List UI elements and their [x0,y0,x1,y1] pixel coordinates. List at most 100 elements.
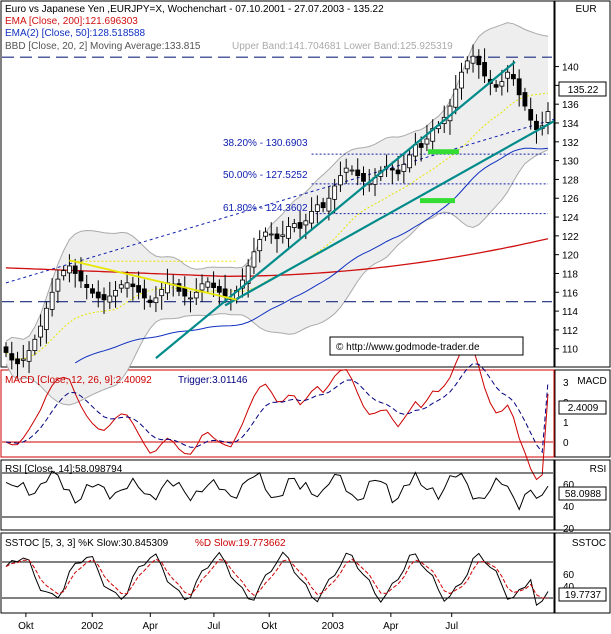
x-tick-label-3: Jul [208,621,221,632]
bollinger-bands-legend: Upper Band:141.704681 Lower Band:125.925… [232,41,453,52]
x-tick-label-4: Okt [261,621,277,632]
x-tick-label-2: Apr [143,621,159,632]
macd-tick-2: 1 [563,418,569,429]
candle-body-58 [338,175,343,186]
y-tick-label-4: 118 [562,269,578,280]
candle-body-60 [349,169,355,172]
candle-body-91 [528,109,534,121]
candle-body-21 [124,282,130,289]
candle-body-32 [188,297,193,300]
candle-body-92 [534,120,539,130]
x-tick-label-5: 2003 [322,621,345,632]
fib-61-label: 61.80% - 124.3602 [223,203,308,214]
last-price-value: 135.22 [568,85,599,96]
candle-body-55 [320,202,326,209]
candle-body-85 [493,84,499,88]
candle-body-6 [38,325,43,338]
ema200-legend: EMA [Close, 200]:121.696303 [5,16,138,27]
candle-body-46 [268,233,274,236]
rsi-tick-0: 60 [563,480,575,491]
rsi-tick-1: 40 [563,502,575,513]
candle-body-23 [136,285,142,293]
candle-body-3 [20,358,26,361]
candle-body-0 [3,346,9,353]
candle-body-22 [130,283,136,288]
candle-body-89 [516,78,522,96]
candle-body-52 [303,220,309,226]
highlight-bar-lower [420,198,455,204]
candle-body-80 [464,60,470,70]
candle-body-81 [470,55,476,64]
candle-body-51 [297,222,303,229]
sstoc-value: 19.7737 [565,590,602,601]
candle-body-83 [482,62,487,77]
rsi-legend: RSI [Close, 14]:58.098794 [5,464,123,475]
candle-body-14 [84,283,90,288]
candle-body-68 [395,169,401,175]
candle-body-43 [251,251,257,268]
candle-body-62 [361,173,366,182]
yellow-downtrend-line [69,259,237,301]
candle-body-31 [182,287,188,297]
candle-body-9 [55,278,61,292]
ema50-legend: EMA(2) [Close, 50]:128.518588 [5,28,146,39]
trendline-shallow [224,120,555,307]
rsi-axis-panel [554,459,611,531]
bollinger-band-area [6,22,548,405]
candle-body-25 [147,299,153,304]
candle-body-36 [211,282,216,288]
candle-body-47 [274,233,280,240]
candle-body-30 [176,283,182,292]
y-tick-label-13: 136 [562,100,579,111]
price-panel [0,0,555,368]
macd-signal-line [5,362,549,454]
candle-body-82 [476,55,482,66]
watermark-text: © http://www.godmode-trader.de [336,342,480,353]
candle-body-90 [522,92,528,107]
y-tick-label-8: 126 [562,194,579,205]
fib-38-label: 38.20% - 130.6903 [223,138,308,149]
x-tick-label-0: Okt [18,621,34,632]
y-tick-label-11: 132 [562,138,579,149]
candle-body-67 [389,168,395,171]
macd-trigger-legend: Trigger:3.01146 [178,375,248,386]
candle-body-19 [113,290,118,297]
candle-body-78 [453,88,459,108]
rsi-value: 58.0988 [565,489,602,500]
y-tick-label-0: 110 [562,345,578,356]
candle-body-59 [343,167,349,173]
y-tick-label-2: 114 [562,307,578,318]
highlight-bar-upper [428,149,459,155]
y-tick-label-12: 134 [562,119,579,130]
sstoc-axis-panel [554,532,611,614]
candle-body-45 [263,231,268,237]
candle-body-12 [72,265,78,274]
candle-body-73 [424,138,430,145]
y-tick-label-5: 120 [562,251,579,262]
candle-body-24 [141,288,147,299]
candle-body-37 [216,286,222,293]
candle-body-15 [90,288,95,294]
watermark-box [329,336,524,356]
rsi-title: RSI [590,464,607,475]
x-tick-label-7: Jul [445,621,458,632]
y-tick-label-6: 122 [562,232,579,243]
candle-body-33 [193,291,199,299]
sstoc-legend-k: SSTOC [5, 3, 3] %K Slow:30.845309 [5,538,169,549]
candle-body-7 [43,307,49,330]
macd-value-box [558,400,607,415]
candle-body-54 [314,204,320,212]
bollinger-legend: BBD [Close, 20, 2] Moving Average:133.81… [5,41,201,52]
candle-body-42 [245,265,251,284]
candle-body-79 [459,71,464,89]
sstoc-tick-0: 60 [563,570,575,581]
candle-body-16 [95,291,101,299]
sstoc-d-line [5,558,549,599]
candle-body-53 [309,211,314,224]
bollinger-upper-line [5,22,549,342]
sstoc-panel [0,532,555,614]
y-tick-label-9: 128 [562,175,579,186]
candle-body-2 [15,358,20,365]
rsi-panel [0,459,555,531]
candle-body-26 [153,297,159,304]
